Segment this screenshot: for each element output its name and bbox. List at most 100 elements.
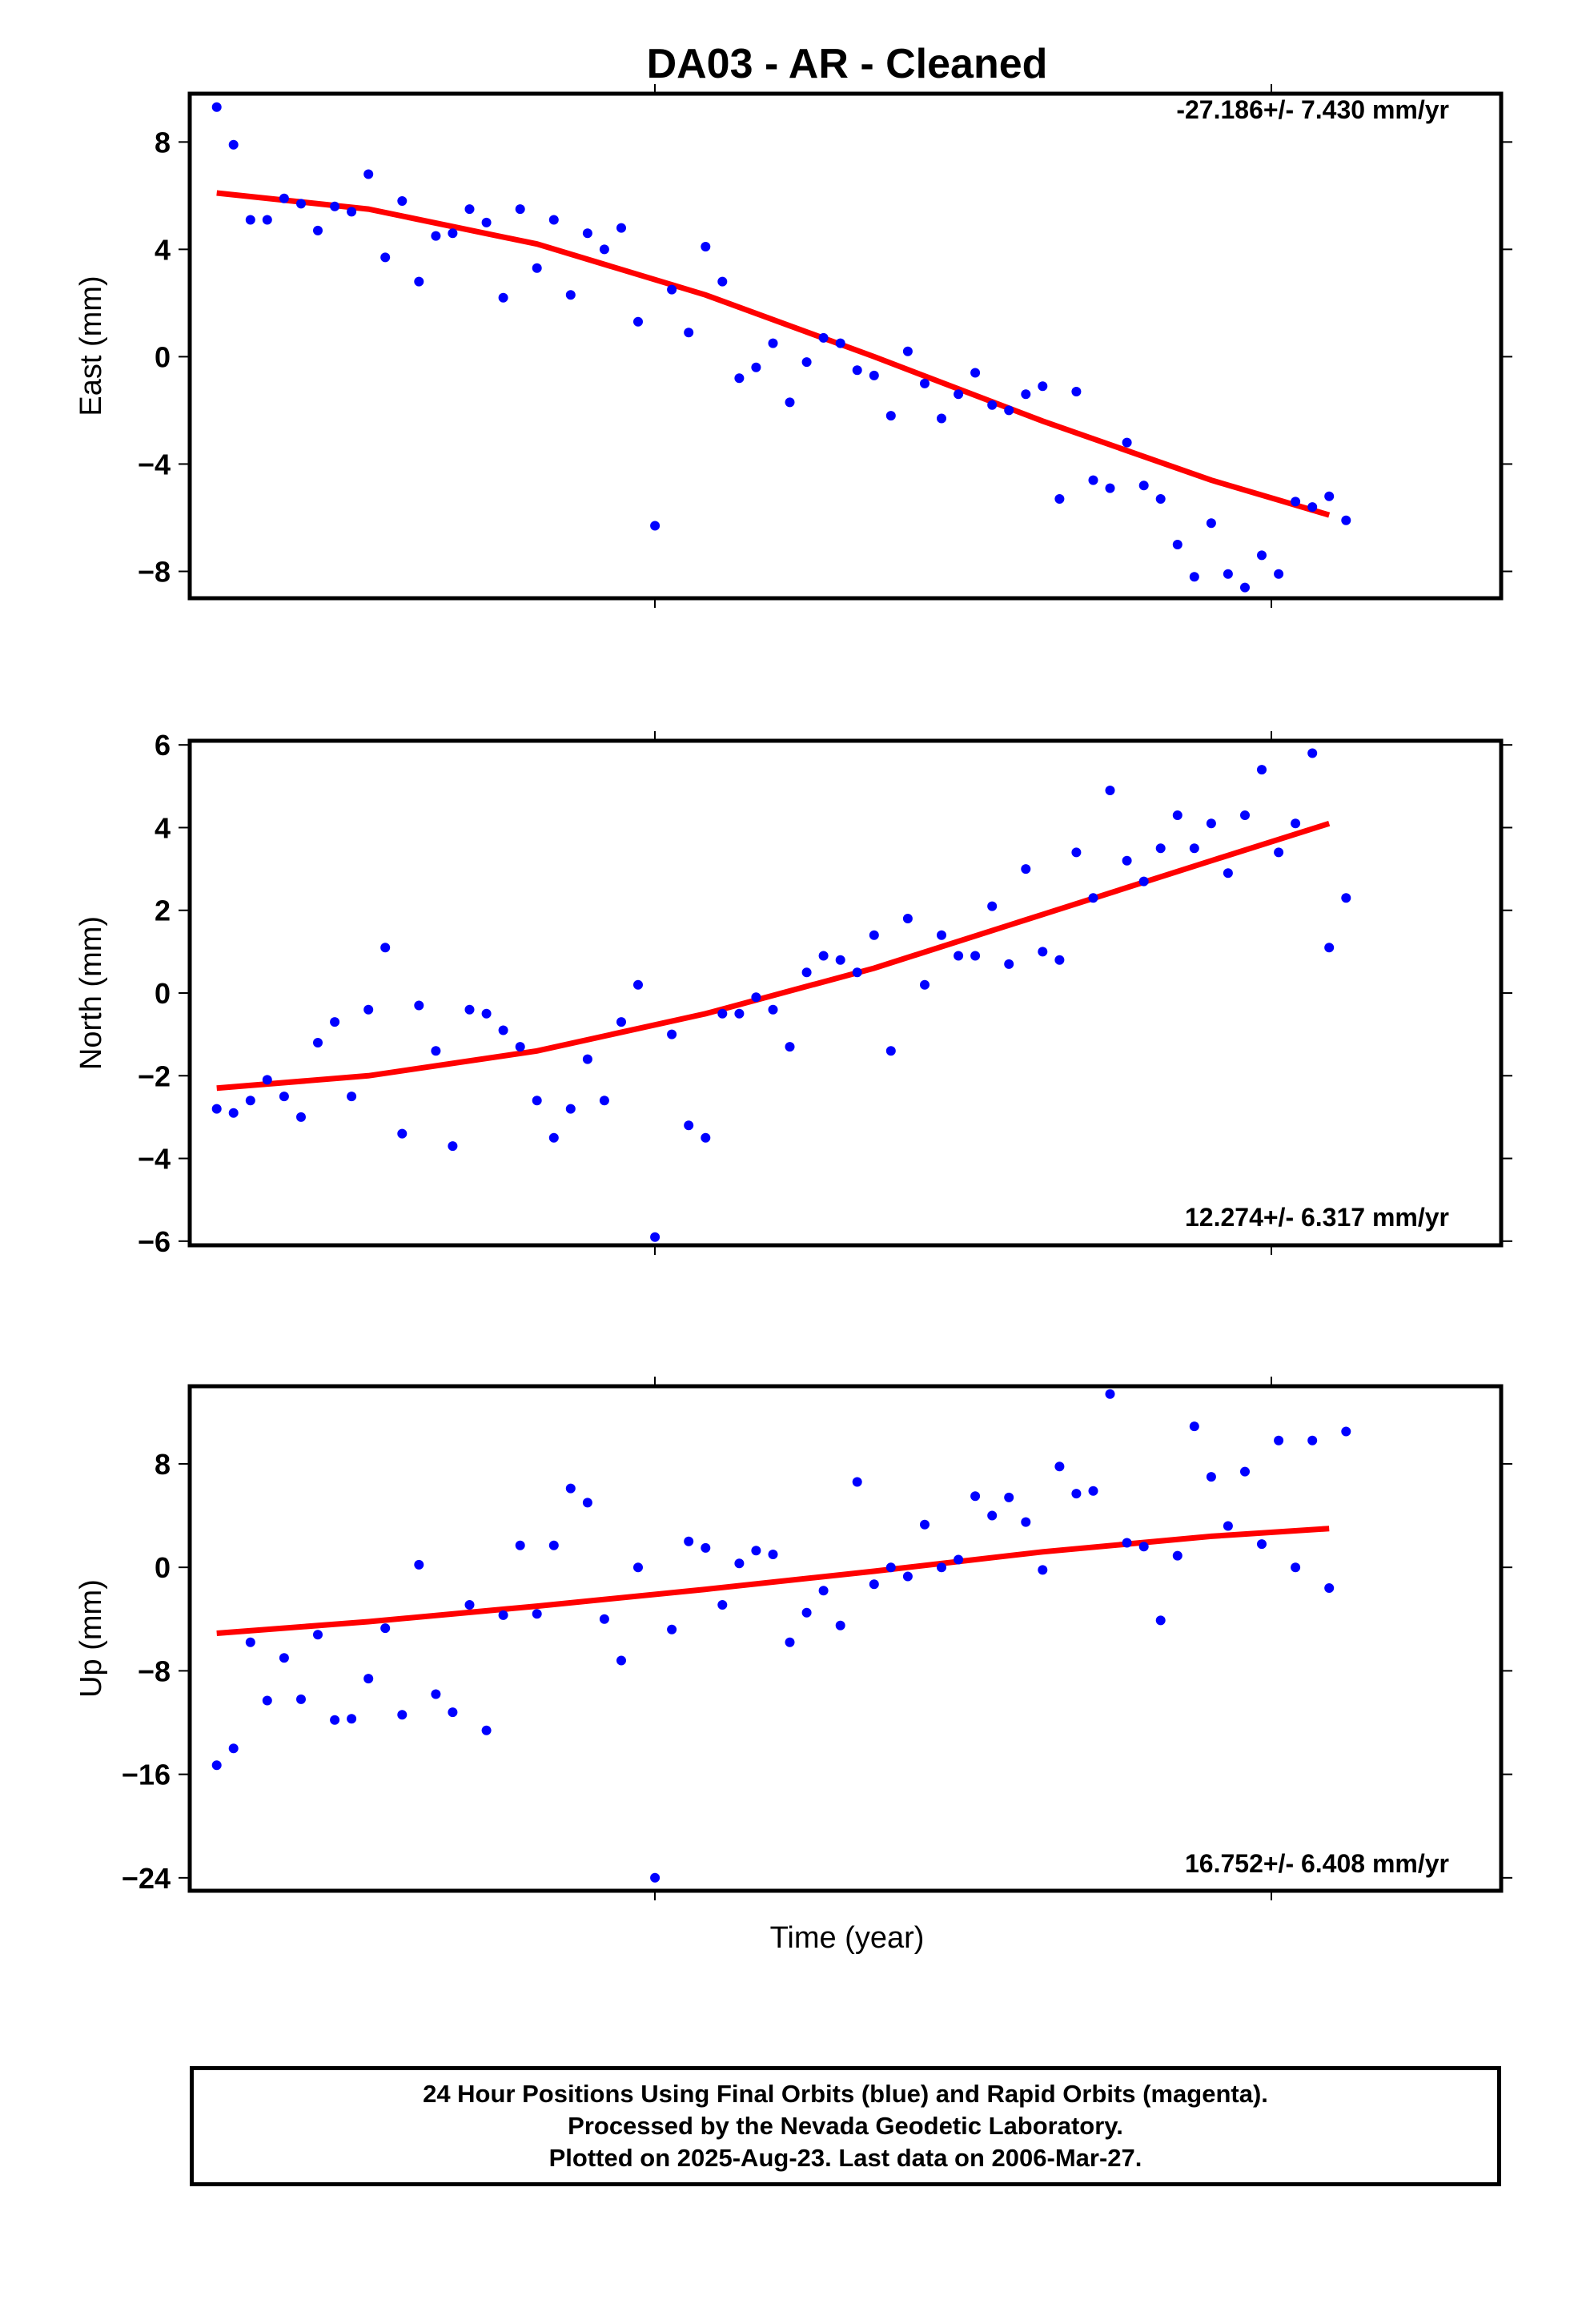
data-point [633,316,643,327]
data-point [599,1096,609,1106]
data-point [667,1624,677,1634]
panels: 8 4 0 −4 −8 East (mm) -27.186+/- 7.430 mm/yr 6 4… [74,84,1512,1900]
data-point [633,979,643,990]
data-point [262,215,272,225]
data-point [262,1695,272,1706]
data-point [380,1623,391,1634]
data-point [1206,518,1216,529]
data-point [1071,847,1082,858]
y-tick-label: 4 [155,811,171,844]
fit-line [216,190,1331,518]
data-point [954,389,964,400]
data-point [869,1579,879,1590]
data-point [954,1554,964,1565]
data-point [262,1075,272,1085]
data-point [1324,1583,1335,1593]
data-point [1071,1489,1082,1499]
data-point [1155,1615,1166,1626]
data-point [1307,1435,1318,1445]
fit-line [216,1526,1330,1636]
data-point [1138,1542,1149,1552]
data-point [1038,947,1048,957]
data-point [616,1017,626,1027]
data-point [498,292,508,303]
data-point [1021,1517,1031,1527]
data-point [1088,1486,1098,1496]
data-point [1105,786,1115,795]
data-point [869,370,879,380]
data-point [481,1008,492,1019]
caption-line-2: Processed by the Nevada Geodetic Laborat… [568,2112,1123,2140]
data-point [330,201,340,211]
data-point [734,1558,745,1569]
y-tick-label: 0 [155,340,171,373]
data-point [296,1694,306,1704]
data-point [245,215,255,225]
data-point [1189,572,1199,582]
data-point [684,1536,694,1546]
y-tick-label: −4 [138,448,171,480]
data-point [448,228,458,239]
data-point [279,1092,289,1102]
data-point [734,1008,745,1019]
data-point [1257,765,1267,775]
y-tick-label: −4 [138,1143,171,1176]
y-tick-label: 8 [155,1448,171,1481]
data-point [548,215,559,225]
data-point [902,1571,913,1582]
data-point [414,1559,424,1570]
rate-label: 16.752+/- 6.408 mm/yr [1185,1849,1449,1878]
data-point [1172,1550,1182,1561]
rate-label: 12.274+/- 6.317 mm/yr [1185,1203,1449,1232]
data-point [818,951,829,961]
y-tick-label: −8 [138,555,171,588]
data-point [1189,1421,1199,1432]
y-tick-label: −6 [138,1225,171,1258]
data-point [734,373,745,384]
data-point [599,244,609,255]
data-point [515,1540,525,1550]
data-point [954,951,964,961]
data-point [1172,540,1182,549]
data-point [1274,847,1284,858]
caption-box: 24 Hour Positions Using Final Orbits (bl… [190,2066,1501,2186]
data-point [785,1042,795,1052]
data-point [970,1491,981,1502]
data-point [464,1004,475,1015]
data-point [1088,475,1098,485]
caption-line-1: 24 Hour Positions Using Final Orbits (bl… [423,2080,1268,2108]
data-point [1257,550,1267,561]
data-point [211,1104,222,1114]
data-point [363,1674,374,1684]
data-point [701,1132,711,1143]
y-tick-label: −8 [138,1655,171,1687]
data-point [1341,893,1351,903]
data-point [717,1008,728,1019]
data-point [684,1120,694,1131]
data-point [1021,864,1031,875]
data-point [920,979,930,990]
data-point [801,1607,812,1618]
data-point [684,328,694,338]
data-point [1004,1492,1014,1502]
data-point [313,225,323,235]
data-point [885,411,896,421]
data-point [582,228,592,239]
data-point [768,1550,778,1559]
y-tick-label: 2 [155,895,171,927]
data-point [835,338,845,348]
data-point [1189,843,1199,854]
data-point [1307,502,1318,513]
fit-line [216,820,1331,1092]
y-tick-label: −24 [122,1862,171,1895]
data-point [717,276,728,287]
data-point [363,1004,374,1015]
data-point [1223,569,1233,579]
data-point [970,951,981,961]
data-point [279,1653,289,1663]
y-tick-label: 6 [155,729,171,762]
y-tick-label: 4 [155,233,171,266]
y-tick-label: 0 [155,1551,171,1584]
data-point [1004,405,1014,416]
data-point [1291,497,1301,507]
